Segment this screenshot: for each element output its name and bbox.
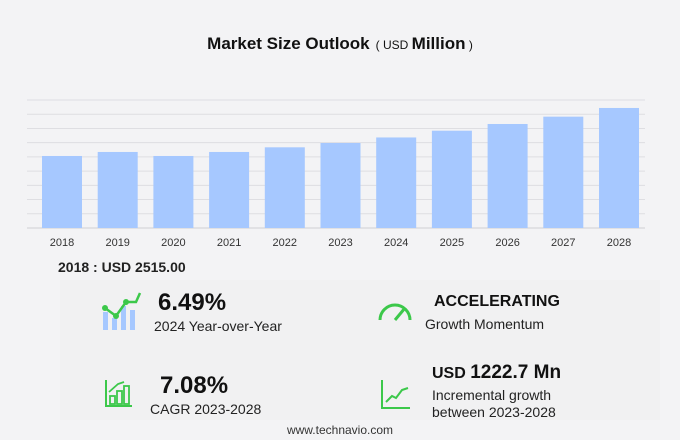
- cagr-label: CAGR 2023-2028: [150, 401, 262, 417]
- yoy-value: 6.49%: [158, 289, 227, 316]
- bar-chart: 2018 2019 2020 2021 2022 2023 2024 2025 2026 2027…: [27, 99, 645, 249]
- momentum-value: ACCELERATING: [434, 293, 560, 310]
- bar-2027: [543, 116, 584, 228]
- x-tick-label: 2026: [495, 237, 519, 249]
- bar-2018: [42, 155, 82, 228]
- x-tick-label: 2024: [384, 237, 408, 249]
- yoy-label: 2024 Year-over-Year: [154, 318, 282, 334]
- chart-title: Market Size Outlook( USD Million ): [207, 34, 473, 53]
- x-tick-label: 2019: [105, 237, 129, 249]
- speedometer-icon: [378, 303, 412, 321]
- bar-growth-icon: [105, 380, 132, 407]
- bar-2026: [487, 123, 528, 228]
- incremental-label: Incremental growth between 2023-2028: [432, 387, 556, 420]
- x-tick-label: 2023: [328, 237, 352, 249]
- bar-2022: [264, 147, 305, 228]
- line-growth-icon: [381, 380, 410, 409]
- growth-chart-icon: [102, 292, 142, 330]
- cagr-value: 7.08%: [160, 372, 229, 399]
- x-tick-label: 2020: [161, 237, 185, 249]
- momentum-label: Growth Momentum: [425, 316, 545, 332]
- bar-2019: [97, 151, 138, 228]
- base-year-value: 2018 : USD 2515.00: [58, 259, 186, 275]
- x-tick-label: 2021: [217, 237, 241, 249]
- bar-2024: [376, 137, 417, 228]
- footer-url: www.technavio.com: [286, 423, 394, 437]
- incremental-value: USD 1222.7 Mn: [432, 362, 562, 383]
- bar-2025: [431, 130, 472, 228]
- x-tick-label: 2022: [273, 237, 297, 249]
- kpi-panel: [60, 280, 660, 420]
- bar-2028: [599, 107, 639, 228]
- bar-2020: [153, 155, 194, 228]
- x-tick-label: 2018: [50, 237, 74, 249]
- x-tick-label: 2027: [551, 237, 575, 249]
- bar-2023: [320, 142, 361, 228]
- bar-2021: [209, 151, 250, 228]
- x-tick-label: 2028: [607, 237, 631, 249]
- x-tick-label: 2025: [440, 237, 464, 249]
